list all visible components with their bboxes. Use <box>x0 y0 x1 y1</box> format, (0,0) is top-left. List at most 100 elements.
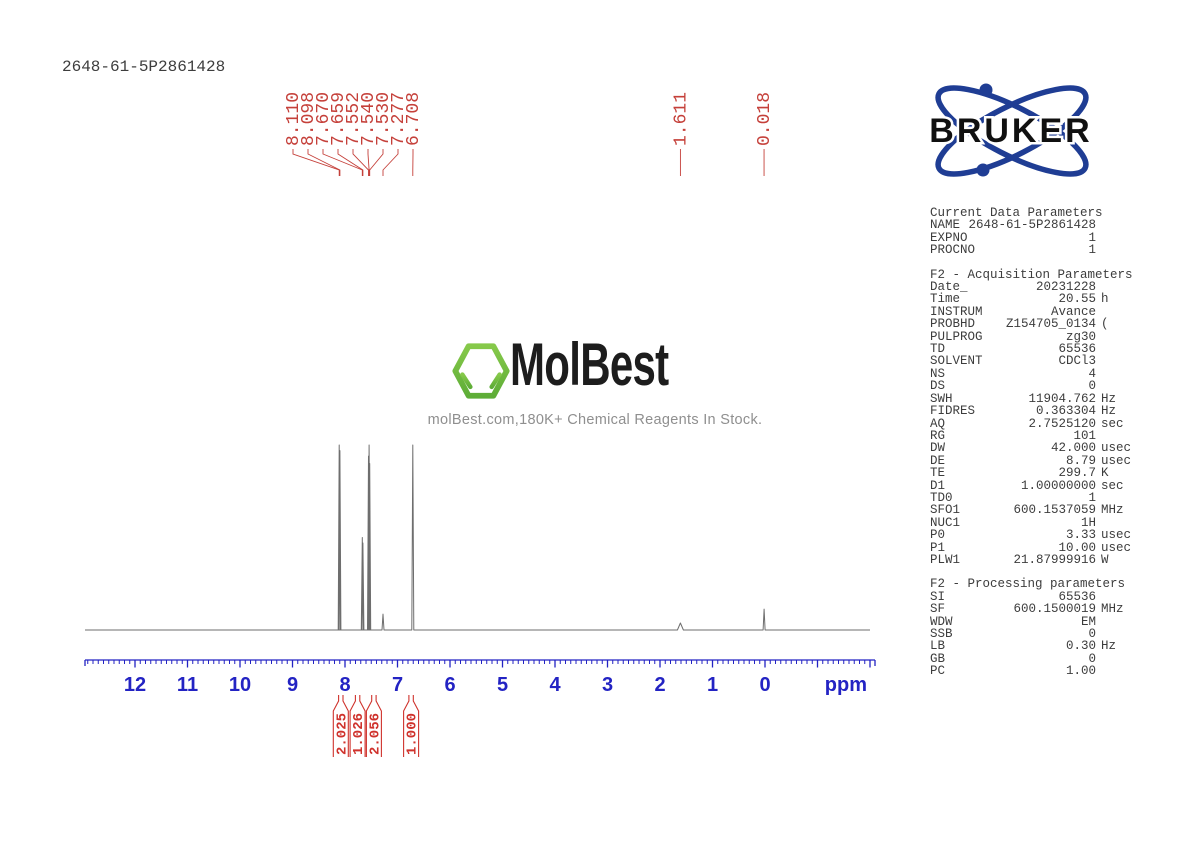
param-value: 1.00000000 <box>1020 478 1096 493</box>
bruker-orbit-dot <box>976 163 990 177</box>
param-label: D1 <box>930 478 946 493</box>
param-label: INSTRUM <box>930 304 983 319</box>
param-label: SFO1 <box>930 503 961 518</box>
peak-label-leader <box>322 149 363 176</box>
peak-label-leader <box>382 149 399 176</box>
param-unit <box>1096 343 1132 355</box>
x-axis-tick-label: 9 <box>287 674 298 696</box>
sample-id-title: 2648-61-5P2861428 <box>62 58 226 76</box>
param-row: PLW1 21.87999916 W <box>930 552 1132 567</box>
param-label: SSB <box>930 627 953 641</box>
param-row: EXPNO 1 <box>930 230 1132 245</box>
param-unit: W <box>1101 552 1109 567</box>
param-value: 20.55 <box>1058 292 1096 307</box>
param-label: EXPNO <box>930 230 968 245</box>
param-row: SSB 0 <box>930 627 1132 641</box>
param-row: SFO1 600.1537059 MHz <box>930 503 1132 518</box>
peak-label-leader <box>367 149 370 176</box>
param-value: 600.1537059 <box>1013 503 1096 518</box>
peak-label: 7.659 <box>329 92 349 146</box>
param-row: PROBHD Z154705_0134 ( <box>930 317 1132 332</box>
param-value: 4 <box>1088 366 1096 381</box>
x-axis-tick-label: 8 <box>339 674 350 696</box>
integral-bracket <box>332 695 349 757</box>
param-unit: sec <box>1101 416 1124 431</box>
param-label: P0 <box>930 528 946 543</box>
param-unit: usec <box>1101 441 1132 456</box>
param-label: FIDRES <box>930 404 976 419</box>
param-value: Z154705_0134 <box>1005 317 1096 332</box>
x-axis-tick-label: 10 <box>229 674 251 696</box>
param-row: AQ 2.7525120 sec <box>930 416 1132 431</box>
param-label: TE <box>930 466 946 481</box>
x-axis-tick-label: 3 <box>602 674 613 696</box>
param-value: 1H <box>1080 515 1096 530</box>
integral-bracket <box>349 695 366 757</box>
param-value: 8.79 <box>1065 453 1096 468</box>
param-label: SOLVENT <box>930 354 983 369</box>
param-unit: MHz <box>1101 503 1124 518</box>
param-value: Avance <box>1050 304 1096 319</box>
params-section: F2 - Acquisition Parameters Date_ 20231228… <box>930 268 1133 567</box>
param-value: 42.000 <box>1050 441 1096 456</box>
x-axis-tick-label: 12 <box>124 674 146 696</box>
param-value: CDCl3 <box>1058 354 1096 369</box>
params-section-heading: Current Data Parameters <box>930 206 1103 220</box>
param-value: 0.30 <box>1065 639 1096 654</box>
peak-label: 6.708 <box>404 92 424 146</box>
x-axis-unit-label: ppm <box>825 674 867 696</box>
param-label: TD <box>930 342 946 357</box>
param-value: 11904.762 <box>1028 391 1096 406</box>
param-value: 65536 <box>1058 342 1096 357</box>
param-row: NUC1 1H <box>930 515 1132 530</box>
bruker-orbit-icon <box>935 85 1089 177</box>
param-label: LB <box>930 639 946 654</box>
params-section: F2 - Processing parameters SI 65536 SF 600.1… <box>930 578 1132 679</box>
param-unit: K <box>1101 466 1109 481</box>
integral-bracket <box>365 695 382 757</box>
param-row: NAME 2648-61-5P2861428 <box>930 218 1132 233</box>
param-label: GB <box>930 651 946 666</box>
param-unit: ( <box>1101 317 1109 332</box>
peak-label: 7.530 <box>374 92 394 146</box>
param-value: 600.1500019 <box>1013 602 1096 617</box>
peak-label: 7.540 <box>359 92 379 146</box>
param-label: DS <box>930 379 946 394</box>
param-unit <box>1096 616 1132 628</box>
param-value: 0.363304 <box>1035 404 1096 419</box>
param-unit: h <box>1101 292 1109 307</box>
param-row: WDW EM <box>930 615 1132 628</box>
param-unit <box>1096 653 1132 665</box>
param-label: DE <box>930 453 946 468</box>
x-axis-tick-label: 4 <box>549 674 561 696</box>
spectrum-trace <box>85 444 870 631</box>
param-row: GB 0 <box>930 651 1132 666</box>
param-unit <box>1096 331 1132 343</box>
param-unit: usec <box>1101 528 1132 543</box>
x-axis-tick-label: 0 <box>759 674 770 696</box>
param-row: D1 1.00000000 sec <box>930 478 1132 493</box>
param-label: TD0 <box>930 490 953 505</box>
peak-label-leader <box>292 149 340 176</box>
peak-label-leader <box>352 149 369 176</box>
param-row: P1 10.00 usec <box>930 541 1132 554</box>
param-row: PULPROG zg30 <box>930 330 1132 343</box>
peak-label: 7.670 <box>314 92 334 146</box>
bruker-logo-text: BRUKER <box>929 112 1092 150</box>
param-row: DE 8.79 usec <box>930 453 1132 468</box>
param-row: FIDRES 0.363304 Hz <box>930 404 1132 419</box>
peak-label: 8.098 <box>299 92 319 146</box>
x-axis-tick-label: 5 <box>497 674 508 696</box>
param-label: DW <box>930 441 946 456</box>
param-value: 20231228 <box>1035 280 1096 295</box>
x-axis-tick-label: 2 <box>654 674 665 696</box>
param-value: 21.87999916 <box>1013 552 1096 567</box>
param-row: SWH 11904.762 Hz <box>930 391 1132 406</box>
param-value: 1.00 <box>1065 664 1096 679</box>
param-unit <box>1096 219 1132 231</box>
param-label: NAME <box>930 218 961 233</box>
params-section: Current Data Parameters NAME 2648-61-5P286… <box>930 207 1132 257</box>
param-value: 1 <box>1088 243 1096 258</box>
peak-label: 8.110 <box>284 92 304 146</box>
